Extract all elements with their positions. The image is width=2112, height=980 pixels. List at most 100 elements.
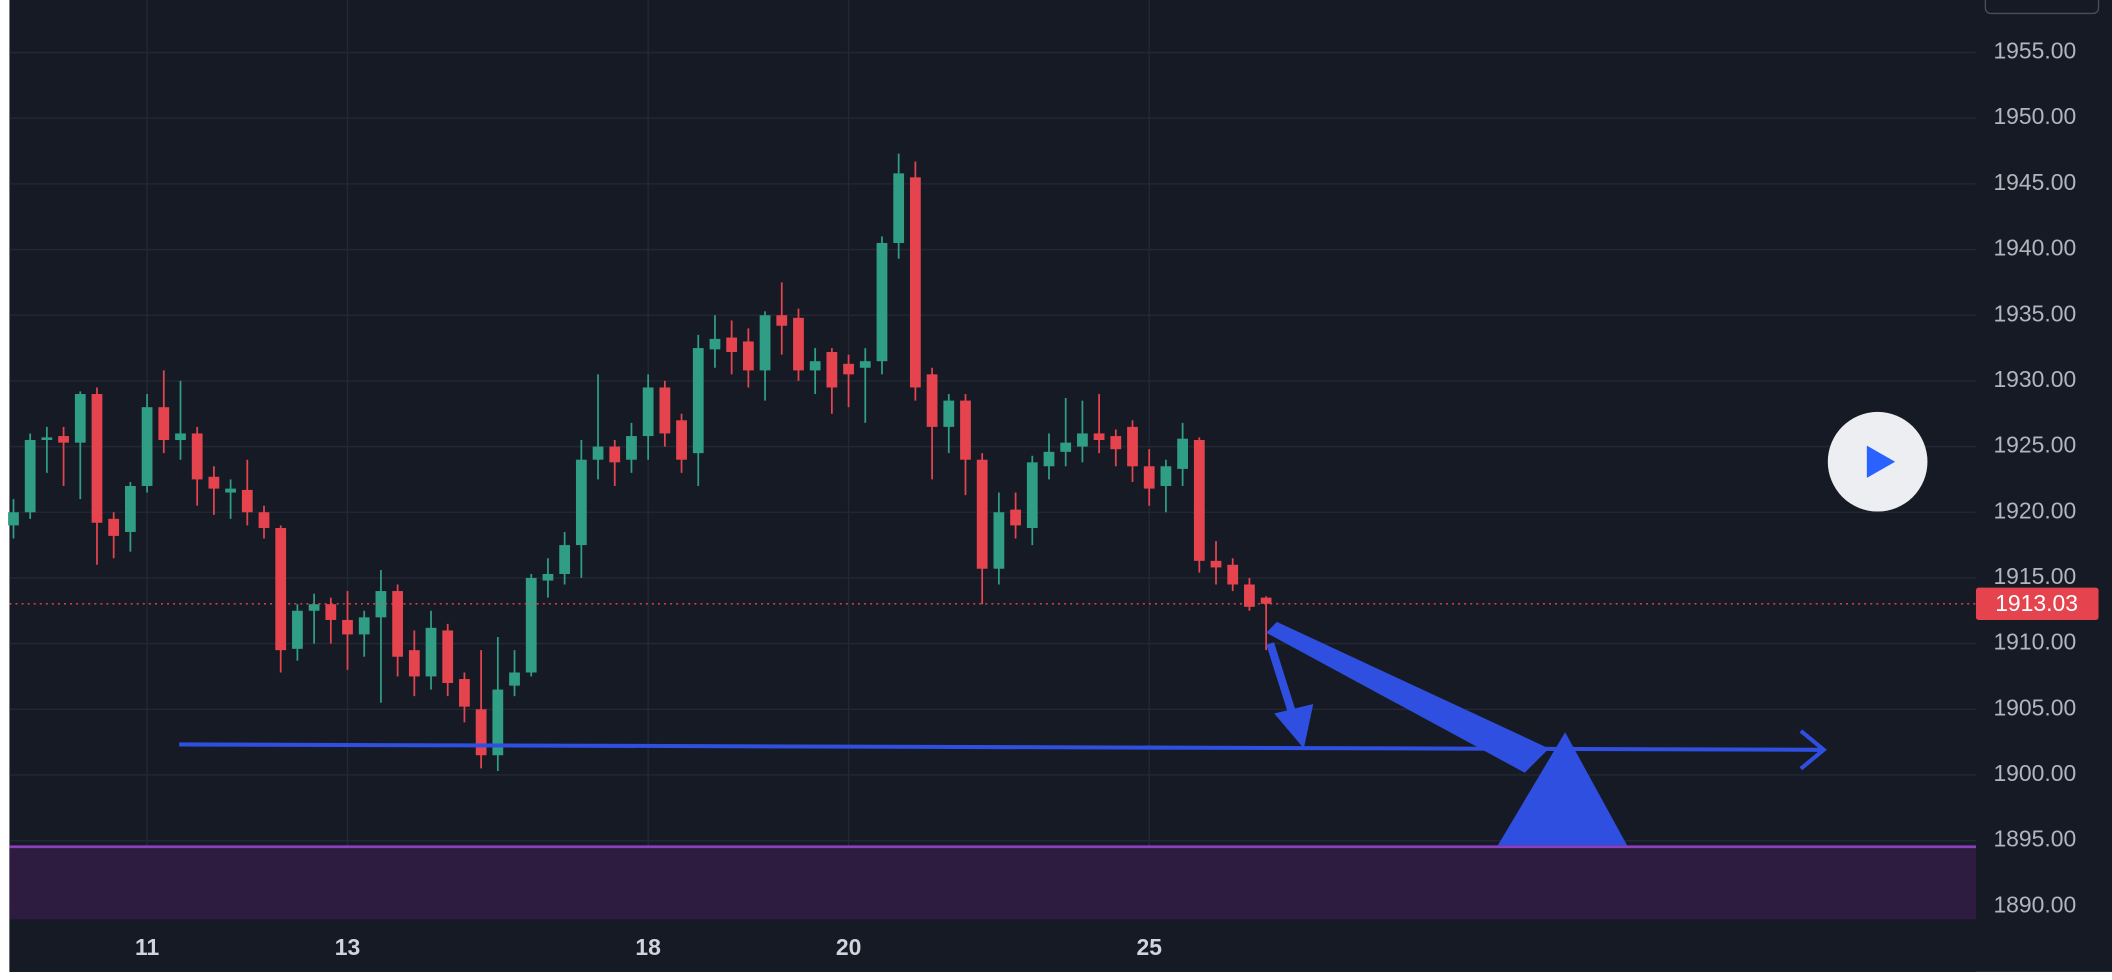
candle-body (559, 545, 571, 574)
candle-body (709, 338, 721, 350)
candle-body (509, 672, 520, 686)
candle-body (776, 315, 788, 326)
toolbar-button[interactable] (1984, 0, 2100, 15)
last-price-box (1975, 587, 2099, 620)
y-tick-label: 1905.00 (1993, 694, 2076, 720)
candle-body (492, 689, 504, 756)
candle-body (1127, 426, 1138, 467)
candle-body (726, 337, 738, 353)
y-tick-label: 1895.00 (1993, 826, 2076, 852)
candle-body (742, 341, 754, 371)
candle-body (342, 619, 353, 635)
x-tick-label: 25 (1136, 934, 1162, 960)
candle-body (1227, 564, 1239, 585)
arrow-head (1497, 732, 1628, 846)
arrow-head (1799, 729, 1827, 771)
candle-body (1210, 560, 1222, 568)
x-tick-label: 20 (836, 934, 861, 960)
candle-body (659, 387, 671, 434)
drawings (179, 621, 1827, 846)
candle-body (626, 436, 637, 460)
candle-body (542, 573, 554, 581)
candle-body (876, 242, 888, 362)
candle-body (859, 361, 871, 368)
candle-body (74, 394, 86, 443)
y-tick-label: 1890.00 (1993, 891, 2076, 917)
candle-body (275, 528, 287, 651)
candle-body (8, 512, 19, 526)
candle-body (993, 512, 1005, 569)
x-tick-label: 11 (135, 934, 159, 960)
last-price-label: 1913.03 (1995, 590, 2078, 616)
x-tick-label: 13 (335, 934, 360, 960)
candle-body (642, 387, 654, 437)
candle-body (425, 627, 437, 677)
candle-body (392, 591, 404, 657)
candle-body (1093, 433, 1105, 441)
candle-body (292, 610, 303, 649)
candle-body (358, 617, 370, 635)
candle-body (1010, 509, 1021, 526)
zone (9, 845, 1976, 920)
arrow-head (1274, 704, 1314, 749)
candle-body (308, 604, 320, 611)
candle-body (475, 709, 487, 756)
candle-body (926, 374, 938, 427)
candle-body (1043, 451, 1055, 467)
candle-body (58, 436, 69, 443)
candle-body (124, 485, 136, 532)
y-tick-label: 1910.00 (1993, 629, 2076, 655)
candle-body (1077, 433, 1088, 447)
x-axis (9, 919, 1976, 972)
candle-body (1060, 442, 1072, 452)
candle-body (408, 650, 420, 677)
y-tick-label: 1915.00 (1993, 563, 2076, 589)
candle-body (1160, 466, 1172, 486)
candle-body (108, 518, 120, 536)
axes: 1890.00 1895.00 1900.00 1905.00 1910.00 1915.… (9, 38, 2099, 960)
play-icon[interactable] (1866, 445, 1896, 478)
y-tick-label: 1935.00 (1993, 300, 2076, 326)
candle-body (976, 459, 988, 569)
y-tick-label: 1955.00 (1993, 38, 2076, 64)
y-tick-label: 1940.00 (1993, 235, 2076, 261)
play-button[interactable] (1827, 411, 1928, 512)
x-tick-label: 18 (635, 934, 661, 960)
y-tick-label: 1945.00 (1993, 169, 2076, 195)
candle-body (909, 177, 921, 388)
candle-body (793, 317, 804, 371)
candle-body (809, 361, 821, 371)
candle-body (442, 630, 454, 683)
y-tick-label: 1950.00 (1993, 103, 2076, 129)
candle-body (325, 604, 337, 620)
candle-body (943, 400, 955, 427)
candle-body (960, 400, 971, 460)
candle-body (592, 446, 604, 460)
candle-body (525, 577, 537, 673)
y-tick-label: 1930.00 (1993, 366, 2076, 392)
candle-body (843, 363, 854, 375)
candle-body (175, 433, 186, 441)
candle-body (141, 407, 153, 486)
candle-body (208, 476, 220, 489)
candle-body (759, 315, 771, 371)
candle-body (24, 440, 36, 513)
candle-body (258, 512, 270, 529)
candle-body (1110, 436, 1122, 450)
candle-body (1177, 438, 1188, 469)
candle-body (1244, 584, 1255, 607)
candle-body (459, 679, 470, 707)
candle-body (676, 420, 687, 460)
arrow-shaft (1266, 642, 1299, 722)
candle-body (609, 446, 621, 463)
candle-body (692, 348, 704, 454)
candle-body (826, 352, 838, 388)
candle-body (1026, 462, 1038, 529)
candle-body (893, 173, 905, 243)
candle-body (241, 489, 253, 513)
candle-body (1193, 440, 1205, 561)
candle-body (1143, 466, 1155, 489)
arrow-shaft (1266, 621, 1549, 773)
